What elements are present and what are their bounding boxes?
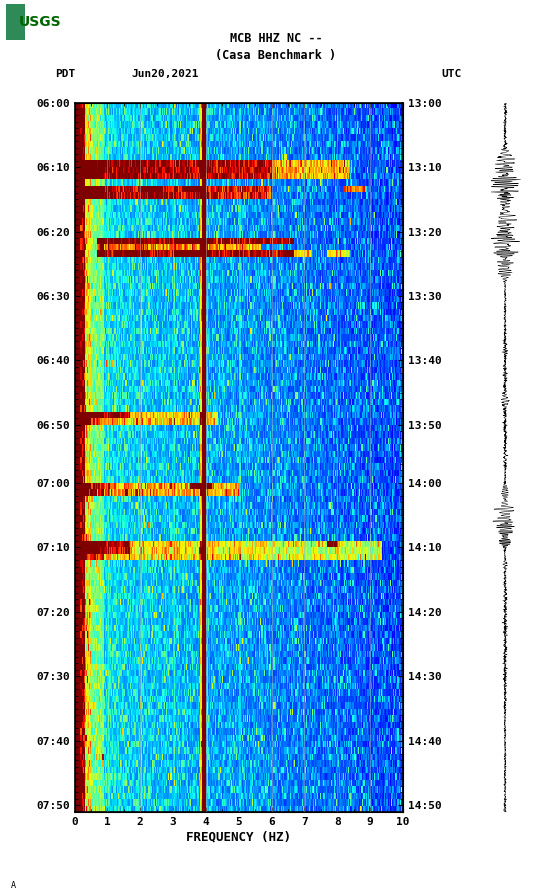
Text: (Casa Benchmark ): (Casa Benchmark ) bbox=[215, 49, 337, 62]
Text: UTC: UTC bbox=[442, 69, 462, 79]
Text: PDT: PDT bbox=[55, 69, 76, 79]
X-axis label: FREQUENCY (HZ): FREQUENCY (HZ) bbox=[186, 830, 291, 844]
Text: MCB HHZ NC --: MCB HHZ NC -- bbox=[230, 32, 322, 45]
Text: ■: ■ bbox=[8, 15, 23, 29]
Text: USGS: USGS bbox=[18, 15, 61, 29]
Text: A: A bbox=[11, 880, 16, 889]
Polygon shape bbox=[6, 4, 25, 40]
Text: Jun20,2021: Jun20,2021 bbox=[132, 69, 199, 79]
